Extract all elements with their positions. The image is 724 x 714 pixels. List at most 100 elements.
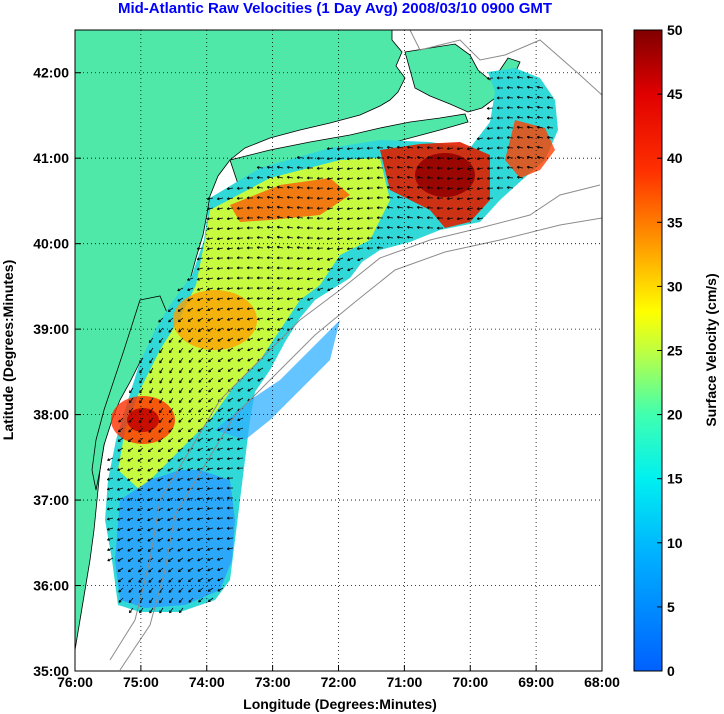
velocity-vector xyxy=(357,257,364,261)
velocity-vector xyxy=(267,337,274,341)
velocity-vector-head xyxy=(376,246,380,250)
velocity-vector xyxy=(296,156,304,159)
velocity-vector xyxy=(148,437,154,443)
velocity-vector xyxy=(446,207,454,210)
velocity-vector xyxy=(517,86,524,89)
velocity-vector xyxy=(237,327,244,331)
velocity-vector-head xyxy=(346,247,350,251)
velocity-vector-head xyxy=(167,309,171,313)
velocity-vector-head xyxy=(208,369,212,373)
y-tick-label: 39:00 xyxy=(33,321,69,337)
velocity-vector xyxy=(407,156,414,159)
velocity-vector xyxy=(216,487,224,489)
velocity-vector xyxy=(207,507,214,510)
velocity-vector-head xyxy=(207,297,210,301)
velocity-vector xyxy=(277,176,284,179)
velocity-vector-head xyxy=(257,378,261,382)
velocity-vector-head xyxy=(197,467,200,471)
velocity-vector xyxy=(506,127,514,129)
x-tick-label: 75:00 xyxy=(123,674,159,690)
velocity-vector-head xyxy=(107,548,111,552)
velocity-vector-head xyxy=(286,307,290,311)
velocity-vector-head xyxy=(236,276,240,280)
velocity-vector-head xyxy=(149,370,153,374)
velocity-vector-head xyxy=(416,215,420,219)
velocity-vector-head xyxy=(178,400,182,404)
velocity-vector xyxy=(517,106,524,109)
velocity-vector xyxy=(257,347,264,351)
velocity-vector-head xyxy=(226,447,230,451)
velocity-vector-head xyxy=(456,177,460,181)
velocity-vector-head xyxy=(456,207,460,211)
bathymetry-contour xyxy=(409,30,602,96)
velocity-vector-head xyxy=(226,237,230,241)
velocity-vector xyxy=(297,297,304,300)
velocity-vector xyxy=(197,267,204,270)
velocity-vector xyxy=(267,236,274,239)
velocity-vector xyxy=(247,347,254,351)
velocity-vector-head xyxy=(326,257,330,261)
velocity-vector xyxy=(356,187,364,190)
velocity-vector-head xyxy=(346,207,350,211)
velocity-vector-head xyxy=(128,419,132,423)
velocity-vector xyxy=(387,196,394,199)
velocity-vector xyxy=(237,437,244,441)
velocity-vector xyxy=(517,146,524,149)
velocity-vector xyxy=(208,357,214,363)
velocity-vector xyxy=(237,417,244,421)
velocity-vector-head xyxy=(217,428,221,432)
velocity-vector xyxy=(148,587,154,593)
velocity-vector-head xyxy=(496,106,500,110)
velocity-vector-head xyxy=(197,308,201,312)
velocity-vector-head xyxy=(178,339,182,343)
velocity-vector-head xyxy=(128,400,132,404)
velocity-vector-head xyxy=(526,105,530,109)
velocity-vector xyxy=(537,86,544,89)
velocity-vector-head xyxy=(226,207,230,211)
velocity-vector-head xyxy=(286,165,290,169)
velocity-vector-head xyxy=(148,439,152,443)
velocity-vector-head xyxy=(436,186,440,190)
velocity-vector xyxy=(167,467,174,472)
velocity-vector-head xyxy=(366,206,370,210)
velocity-vector xyxy=(208,597,214,603)
velocity-vector-head xyxy=(236,186,240,190)
velocity-vector xyxy=(159,597,164,604)
velocity-vector-head xyxy=(346,217,350,221)
velocity-vector xyxy=(138,417,144,423)
velocity-vector-head xyxy=(357,258,361,262)
velocity-vector-head xyxy=(129,390,132,394)
velocity-vector xyxy=(158,557,164,563)
velocity-vector xyxy=(477,207,484,210)
velocity-vector xyxy=(197,567,204,572)
velocity-vector-head xyxy=(296,156,300,160)
velocity-vector-head xyxy=(169,610,172,614)
velocity-vector-head xyxy=(197,318,201,322)
velocity-vector-head xyxy=(127,458,131,462)
velocity-vector xyxy=(517,126,524,129)
velocity-vector xyxy=(149,397,154,404)
velocity-vector-head xyxy=(386,165,390,169)
velocity-vector-head xyxy=(188,380,192,384)
velocity-vector xyxy=(168,327,174,333)
velocity-vector xyxy=(169,387,174,394)
velocity-vector xyxy=(477,137,484,140)
velocity-vector-head xyxy=(157,488,161,492)
velocity-vector xyxy=(227,317,234,321)
velocity-vector xyxy=(337,237,344,240)
velocity-vector xyxy=(327,207,334,210)
velocity-vector xyxy=(137,477,144,481)
velocity-vector xyxy=(527,156,534,159)
velocity-vector xyxy=(167,517,174,521)
velocity-vector-head xyxy=(346,237,350,241)
velocity-vector-head xyxy=(316,166,320,170)
velocity-vector xyxy=(347,247,354,250)
velocity-vector-head xyxy=(306,196,310,200)
velocity-vector xyxy=(256,186,264,189)
velocity-vector xyxy=(129,607,134,614)
velocity-vector xyxy=(217,347,224,352)
velocity-vector-head xyxy=(506,116,510,120)
velocity-vector xyxy=(347,237,354,240)
velocity-vector-head xyxy=(177,548,181,552)
velocity-vector-head xyxy=(346,227,350,231)
